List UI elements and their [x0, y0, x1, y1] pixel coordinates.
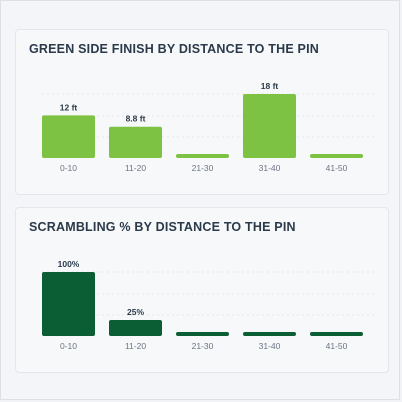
bar-31-40 [243, 94, 296, 158]
chart-title: GREEN SIDE FINISH BY DISTANCE TO THE PIN [29, 42, 319, 56]
x-tick-label: 0-10 [60, 163, 77, 173]
data-label: 25% [127, 307, 144, 317]
green-side-finish-card: GREEN SIDE FINISH BY DISTANCE TO THE PIN… [15, 29, 389, 195]
bar-0-10 [42, 115, 95, 158]
bar-21-30 [176, 332, 229, 336]
x-tick-label: 41-50 [326, 341, 348, 351]
data-label: 100% [58, 259, 80, 269]
x-tick-label: 21-30 [192, 163, 214, 173]
x-tick-label: 0-10 [60, 341, 77, 351]
bar-11-20 [109, 126, 162, 158]
bar-41-50 [310, 154, 363, 158]
x-tick-label: 31-40 [259, 341, 281, 351]
data-label: 18 ft [261, 81, 279, 91]
bar-41-50 [310, 332, 363, 336]
bar-31-40 [243, 332, 296, 336]
green-side-finish-chart: 12 ft 0-10 8.8 ft 11-20 21-30 18 ft 31-40 41-50 [42, 81, 377, 173]
scrambling-chart: 100% 0-10 25% 11-20 21-30 31-40 41-50 [42, 259, 377, 351]
data-label: 8.8 ft [126, 114, 146, 124]
x-tick-label: 11-20 [125, 163, 146, 173]
x-tick-label: 11-20 [125, 341, 146, 351]
chart-title: SCRAMBLING % BY DISTANCE TO THE PIN [29, 220, 296, 234]
x-tick-label: 41-50 [326, 163, 348, 173]
x-tick-label: 31-40 [259, 163, 281, 173]
bar-11-20 [109, 320, 162, 336]
x-tick-label: 21-30 [192, 341, 214, 351]
scrambling-card: SCRAMBLING % BY DISTANCE TO THE PIN 100%… [15, 207, 389, 373]
data-label: 12 ft [60, 102, 78, 112]
bar-21-30 [176, 154, 229, 158]
bar-0-10 [42, 272, 95, 336]
